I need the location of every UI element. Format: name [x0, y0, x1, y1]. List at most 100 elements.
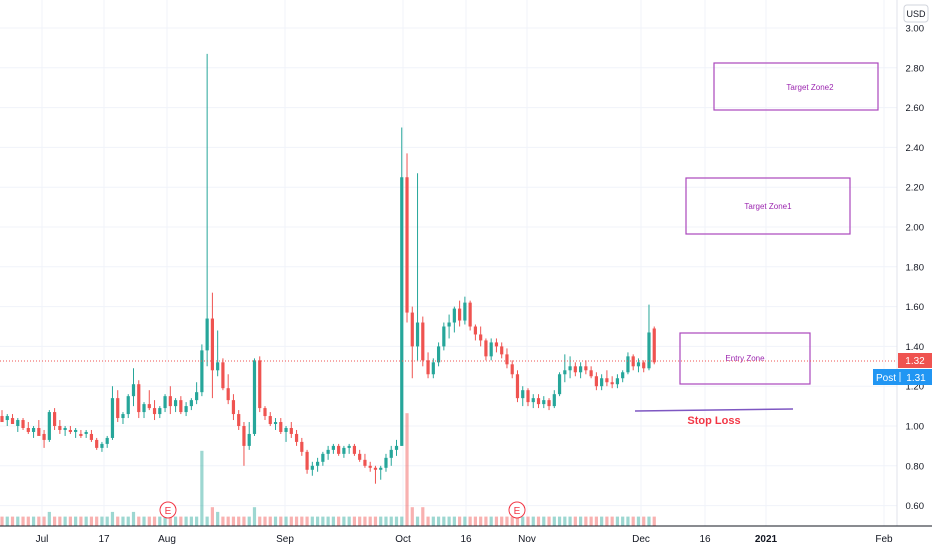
volume-bar: [521, 516, 525, 526]
volume-bar: [463, 516, 467, 526]
volume-bar: [10, 516, 15, 526]
candle-body: [63, 427, 67, 430]
candle-up: [636, 358, 641, 373]
volume-bar: [342, 516, 346, 526]
volume-bar: [358, 516, 362, 526]
target-zone2-label: Target Zone2: [786, 83, 834, 92]
candle-up: [47, 410, 51, 442]
candle-down: [605, 370, 609, 387]
candle-body: [294, 433, 299, 442]
candle-body: [352, 445, 357, 454]
candle-down: [536, 394, 541, 409]
stop-loss-line[interactable]: [634, 408, 794, 412]
volume-bar: [0, 516, 4, 526]
volume-bar: [173, 516, 178, 526]
volume-bar: [326, 516, 330, 526]
candle-body: [400, 177, 404, 446]
volume-bar: [584, 516, 588, 526]
candle-down: [26, 422, 30, 434]
candle-down: [231, 394, 236, 421]
candle-body: [463, 302, 467, 321]
candle-down: [147, 390, 151, 411]
candle-up: [63, 426, 67, 436]
candle-body: [421, 322, 425, 361]
candle-body: [47, 412, 51, 440]
candle-body: [289, 427, 293, 434]
candle-body: [137, 384, 141, 413]
price-axis-tick-label: 3.00: [906, 24, 925, 35]
volume-bar: [53, 516, 57, 526]
earnings-marker[interactable]: E: [159, 501, 177, 519]
candle-up: [105, 435, 109, 448]
volume-bar: [263, 516, 267, 526]
candle-body: [252, 360, 257, 434]
candle-up: [110, 386, 115, 440]
candle-down: [484, 338, 488, 361]
volume-bar: [589, 516, 593, 526]
candle-up: [158, 406, 162, 419]
volume-bar: [557, 516, 562, 526]
volume-bar: [95, 516, 99, 526]
volume-bar: [458, 516, 462, 526]
volume-bar: [310, 516, 314, 526]
candle-body: [268, 416, 272, 425]
candle-body: [389, 449, 393, 458]
volume-bar: [89, 516, 94, 526]
volume-bar: [79, 516, 83, 526]
time-axis-tick-label: Jul: [36, 534, 49, 545]
candle-up: [568, 356, 572, 379]
candle-body: [16, 420, 20, 426]
volume-bar: [189, 516, 193, 526]
candle-up: [436, 342, 441, 367]
candle-body: [305, 451, 309, 470]
volume-bar: [636, 516, 641, 526]
candle-body: [152, 408, 157, 415]
earnings-marker[interactable]: E: [508, 501, 526, 519]
price-axis-tick-label: 2.60: [906, 103, 925, 114]
candle-up: [521, 386, 525, 407]
currency-button[interactable]: USD: [903, 4, 929, 23]
candle-body: [647, 332, 651, 369]
candle-body: [626, 356, 630, 373]
candle-down: [42, 429, 46, 448]
candle-body: [221, 362, 225, 389]
candle-up: [415, 173, 420, 361]
volume-bar: [573, 516, 577, 526]
time-axis-tick-label: Sep: [276, 534, 294, 545]
candle-up: [100, 441, 104, 452]
entry-zone-box[interactable]: [679, 332, 811, 385]
candle-up: [200, 344, 204, 397]
candle-body: [53, 412, 57, 426]
candle-body: [74, 429, 78, 432]
price-axis-tick-label: 2.00: [906, 223, 925, 234]
candle-up: [284, 426, 288, 442]
volume-bar: [142, 516, 146, 526]
volume-bar: [195, 516, 199, 526]
candle-down: [226, 374, 230, 405]
candle-down: [500, 342, 504, 359]
candle-body: [621, 372, 625, 379]
candle-body: [173, 400, 178, 407]
candle-down: [221, 358, 225, 391]
candle-up: [126, 394, 130, 419]
candle-body: [594, 376, 598, 387]
candle-body: [379, 467, 383, 470]
candle-body: [37, 427, 41, 436]
target-zone2-box[interactable]: [713, 62, 879, 111]
volume-bar: [152, 516, 157, 526]
candle-down: [179, 396, 183, 415]
candle-body: [484, 340, 488, 357]
price-axis-tick-label: 2.20: [906, 183, 925, 194]
volume-bar: [652, 516, 656, 526]
candle-body: [10, 418, 15, 425]
candle-body: [131, 384, 136, 397]
volume-bar: [316, 516, 320, 526]
time-axis-tick-label: 16: [460, 534, 472, 545]
target-zone1-box[interactable]: [685, 177, 851, 235]
candle-down: [526, 388, 530, 407]
candle-down: [294, 429, 299, 446]
time-axis-tick-label: Dec: [632, 534, 650, 545]
volume-bar: [647, 516, 651, 526]
